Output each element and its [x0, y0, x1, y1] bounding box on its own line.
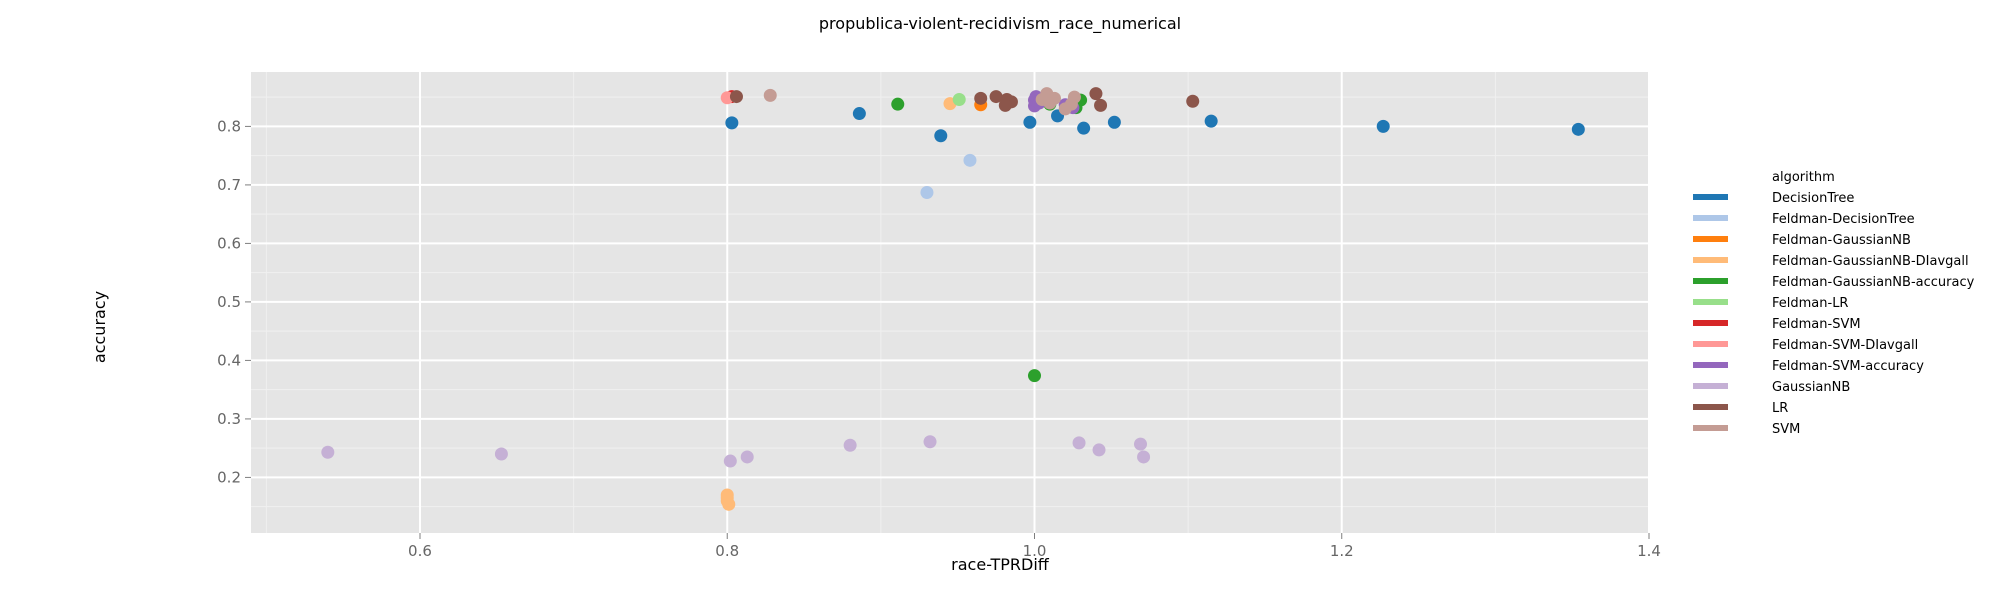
legend-label: Feldman-SVM-DIavgall: [1772, 338, 1918, 353]
data-point: [321, 445, 335, 459]
data-point: [974, 91, 988, 105]
data-point: [1204, 114, 1218, 128]
y-axis-title: accuracy: [90, 291, 109, 363]
data-point: [740, 450, 754, 464]
data-point: [1027, 369, 1041, 383]
legend-label: Feldman-SVM-accuracy: [1772, 359, 1924, 374]
x-axis-ticks: 0.6 0.8 1.0 1.2 1.4: [408, 533, 1661, 560]
data-point: [1107, 115, 1121, 129]
legend-swatch: [1693, 404, 1728, 410]
data-point: [963, 153, 977, 167]
major-gridlines: [251, 72, 1650, 533]
data-point: [998, 98, 1012, 112]
data-point: [1077, 121, 1091, 135]
data-point: [989, 90, 1003, 104]
legend-swatch: [1693, 236, 1728, 242]
y-tick-label: 0.6: [217, 234, 241, 252]
y-tick-label: 0.4: [217, 351, 241, 369]
x-tick-label: 1.0: [1023, 542, 1047, 560]
data-point: [1058, 102, 1072, 116]
data-point: [1094, 98, 1108, 112]
legend-label: Feldman-LR: [1772, 296, 1848, 311]
data-point: [891, 97, 905, 111]
legend-swatch: [1693, 383, 1728, 389]
legend-swatch: [1693, 194, 1728, 200]
data-point: [720, 491, 734, 505]
legend-label: DecisionTree: [1772, 191, 1854, 206]
data-point: [920, 186, 934, 200]
data-point: [923, 435, 937, 449]
data-point: [763, 88, 777, 102]
y-tick-label: 0.5: [217, 293, 241, 311]
data-point: [934, 129, 948, 143]
data-point: [725, 116, 739, 130]
y-tick-label: 0.3: [217, 410, 241, 428]
legend-label: Feldman-SVM: [1772, 317, 1861, 332]
legend-label: Feldman-GaussianNB: [1772, 233, 1911, 248]
legend-swatch: [1693, 320, 1728, 326]
data-point: [852, 107, 866, 121]
data-point: [1023, 115, 1037, 129]
legend-label: SVM: [1772, 422, 1800, 437]
y-axis-ticks: 0.2 0.3 0.4 0.5 0.6 0.7 0.8: [217, 117, 251, 486]
data-point: [843, 438, 857, 452]
legend-swatch: [1693, 362, 1728, 368]
data-point: [1571, 122, 1585, 136]
legend-swatch: [1693, 299, 1728, 305]
data-point: [952, 92, 966, 106]
legend-label: Feldman-GaussianNB-accuracy: [1772, 275, 1975, 290]
legend-swatch: [1693, 278, 1728, 284]
minor-gridlines: [251, 72, 1649, 533]
legend-title: algorithm: [1772, 170, 1835, 185]
data-points: [321, 87, 1585, 511]
x-axis-title: race-TPRDiff: [951, 555, 1050, 574]
data-point: [1376, 119, 1390, 133]
data-point: [729, 90, 743, 104]
x-tick-label: 0.8: [715, 542, 739, 560]
data-point: [494, 447, 508, 461]
data-point: [1089, 87, 1103, 101]
x-tick-label: 1.4: [1637, 542, 1661, 560]
data-point: [1072, 436, 1086, 450]
x-tick-label: 1.2: [1330, 542, 1354, 560]
chart-title: propublica-violent-recidivism_race_numer…: [819, 14, 1181, 34]
data-point: [1133, 437, 1147, 451]
legend-label: Feldman-DecisionTree: [1772, 212, 1915, 227]
legend-swatch: [1693, 257, 1728, 263]
legend-swatch: [1693, 341, 1728, 347]
x-tick-label: 0.6: [408, 542, 432, 560]
data-point: [1137, 450, 1151, 464]
legend-label: LR: [1772, 401, 1788, 416]
data-point: [1047, 91, 1061, 105]
y-tick-label: 0.8: [217, 117, 241, 135]
y-tick-label: 0.7: [217, 176, 241, 194]
legend: algorithm DecisionTree Feldman-DecisionTr…: [1693, 170, 1975, 437]
data-point: [1092, 443, 1106, 457]
data-point: [1186, 94, 1200, 108]
y-tick-label: 0.2: [217, 468, 241, 486]
data-point: [723, 454, 737, 468]
legend-label: Feldman-GaussianNB-DIavgall: [1772, 254, 1969, 269]
legend-swatch: [1693, 215, 1728, 221]
legend-swatch: [1693, 425, 1728, 431]
legend-label: GaussianNB: [1772, 380, 1850, 395]
